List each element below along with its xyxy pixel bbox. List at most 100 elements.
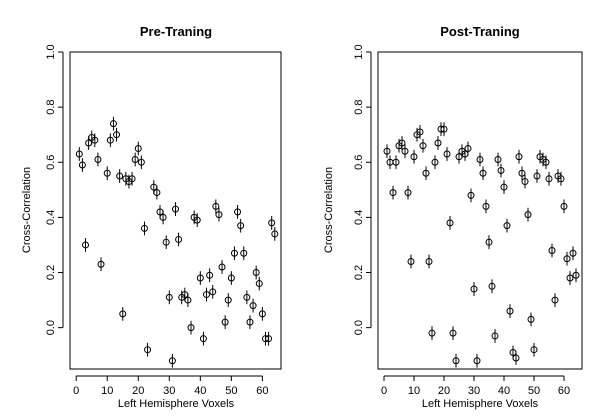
x-tick-label: 40 <box>498 385 510 397</box>
y-tick-label: 1.0 <box>353 44 365 59</box>
data-point <box>524 211 532 219</box>
chart-title: Post-Traning <box>440 24 520 39</box>
x-tick-label: 0 <box>381 385 387 397</box>
data-point <box>109 120 117 128</box>
data-point <box>563 255 571 263</box>
data-point <box>227 274 235 282</box>
data-point <box>116 172 124 180</box>
x-tick-label: 10 <box>408 385 420 397</box>
data-point <box>243 293 251 301</box>
x-tick-label: 50 <box>225 385 237 397</box>
y-tick-label: 0.2 <box>353 265 365 280</box>
y-tick-label: 0.0 <box>45 320 57 335</box>
data-point <box>470 285 478 293</box>
data-point <box>410 153 418 161</box>
data-point <box>428 329 436 337</box>
data-point <box>542 158 550 166</box>
data-point <box>392 158 400 166</box>
data-point <box>271 230 279 238</box>
data-point <box>491 332 499 340</box>
data-point <box>476 156 484 164</box>
data-point <box>91 136 99 144</box>
data-point <box>485 238 493 246</box>
y-axis-label: Cross-Correlation <box>323 167 335 253</box>
y-tick-label: 1.0 <box>45 44 57 59</box>
data-point <box>506 307 514 315</box>
y-tick-label: 0.6 <box>45 155 57 170</box>
data-point <box>572 271 580 279</box>
data-point <box>497 167 505 175</box>
x-tick-label: 60 <box>256 385 268 397</box>
data-point <box>467 191 475 199</box>
data-point <box>425 257 433 265</box>
data-point <box>249 302 257 310</box>
data-point <box>452 357 460 365</box>
data-point <box>240 249 248 257</box>
data-point <box>383 147 391 155</box>
x-tick-label: 50 <box>528 385 540 397</box>
data-point <box>482 202 490 210</box>
x-tick-label: 30 <box>163 385 175 397</box>
y-axis-label: Cross-Correlation <box>21 167 33 253</box>
x-tick-label: 20 <box>132 385 144 397</box>
data-point <box>162 238 170 246</box>
data-point <box>389 189 397 197</box>
data-point <box>206 271 214 279</box>
y-tick-label: 0.8 <box>353 99 365 114</box>
data-point <box>128 175 136 183</box>
data-point <box>551 296 559 304</box>
data-point <box>184 296 192 304</box>
data-point <box>97 260 105 268</box>
x-tick-label: 30 <box>468 385 480 397</box>
data-point <box>566 274 574 282</box>
x-tick-label: 0 <box>73 385 79 397</box>
data-point <box>446 219 454 227</box>
data-point <box>159 213 167 221</box>
y-tick-label: 0.0 <box>353 320 365 335</box>
data-point <box>500 183 508 191</box>
data-point <box>258 310 266 318</box>
y-tick-label: 0.6 <box>353 155 365 170</box>
data-point <box>215 211 223 219</box>
x-tick-label: 20 <box>438 385 450 397</box>
data-point <box>404 189 412 197</box>
data-point <box>518 169 526 177</box>
data-point <box>440 125 448 133</box>
data-point <box>488 282 496 290</box>
y-tick-label: 0.2 <box>45 265 57 280</box>
data-point <box>521 178 529 186</box>
data-point <box>230 249 238 257</box>
x-tick-label: 10 <box>101 385 113 397</box>
data-point <box>548 246 556 254</box>
data-point <box>434 139 442 147</box>
data-point <box>530 346 538 354</box>
data-point <box>494 156 502 164</box>
data-point <box>175 235 183 243</box>
data-point <box>398 139 406 147</box>
data-point <box>533 172 541 180</box>
data-point <box>515 153 523 161</box>
x-axis-label: Left Hemisphere Voxels <box>422 398 539 410</box>
data-point <box>212 202 220 210</box>
data-point <box>140 224 148 232</box>
data-point <box>527 315 535 323</box>
data-point <box>449 329 457 337</box>
data-point <box>431 158 439 166</box>
data-point <box>187 324 195 332</box>
data-point <box>237 222 245 230</box>
data-point <box>569 249 577 257</box>
x-tick-label: 40 <box>194 385 206 397</box>
data-point <box>407 257 415 265</box>
data-point <box>255 280 263 288</box>
data-point <box>209 288 217 296</box>
data-point <box>265 335 273 343</box>
data-point <box>545 175 553 183</box>
pre-training-panel: Pre-Traning Left Hemisphere Voxels Cross… <box>21 24 282 410</box>
plot-frame <box>377 51 583 370</box>
data-point <box>224 296 232 304</box>
data-point <box>119 310 127 318</box>
data-point <box>268 219 276 227</box>
data-point <box>103 169 111 177</box>
data-point <box>557 175 565 183</box>
